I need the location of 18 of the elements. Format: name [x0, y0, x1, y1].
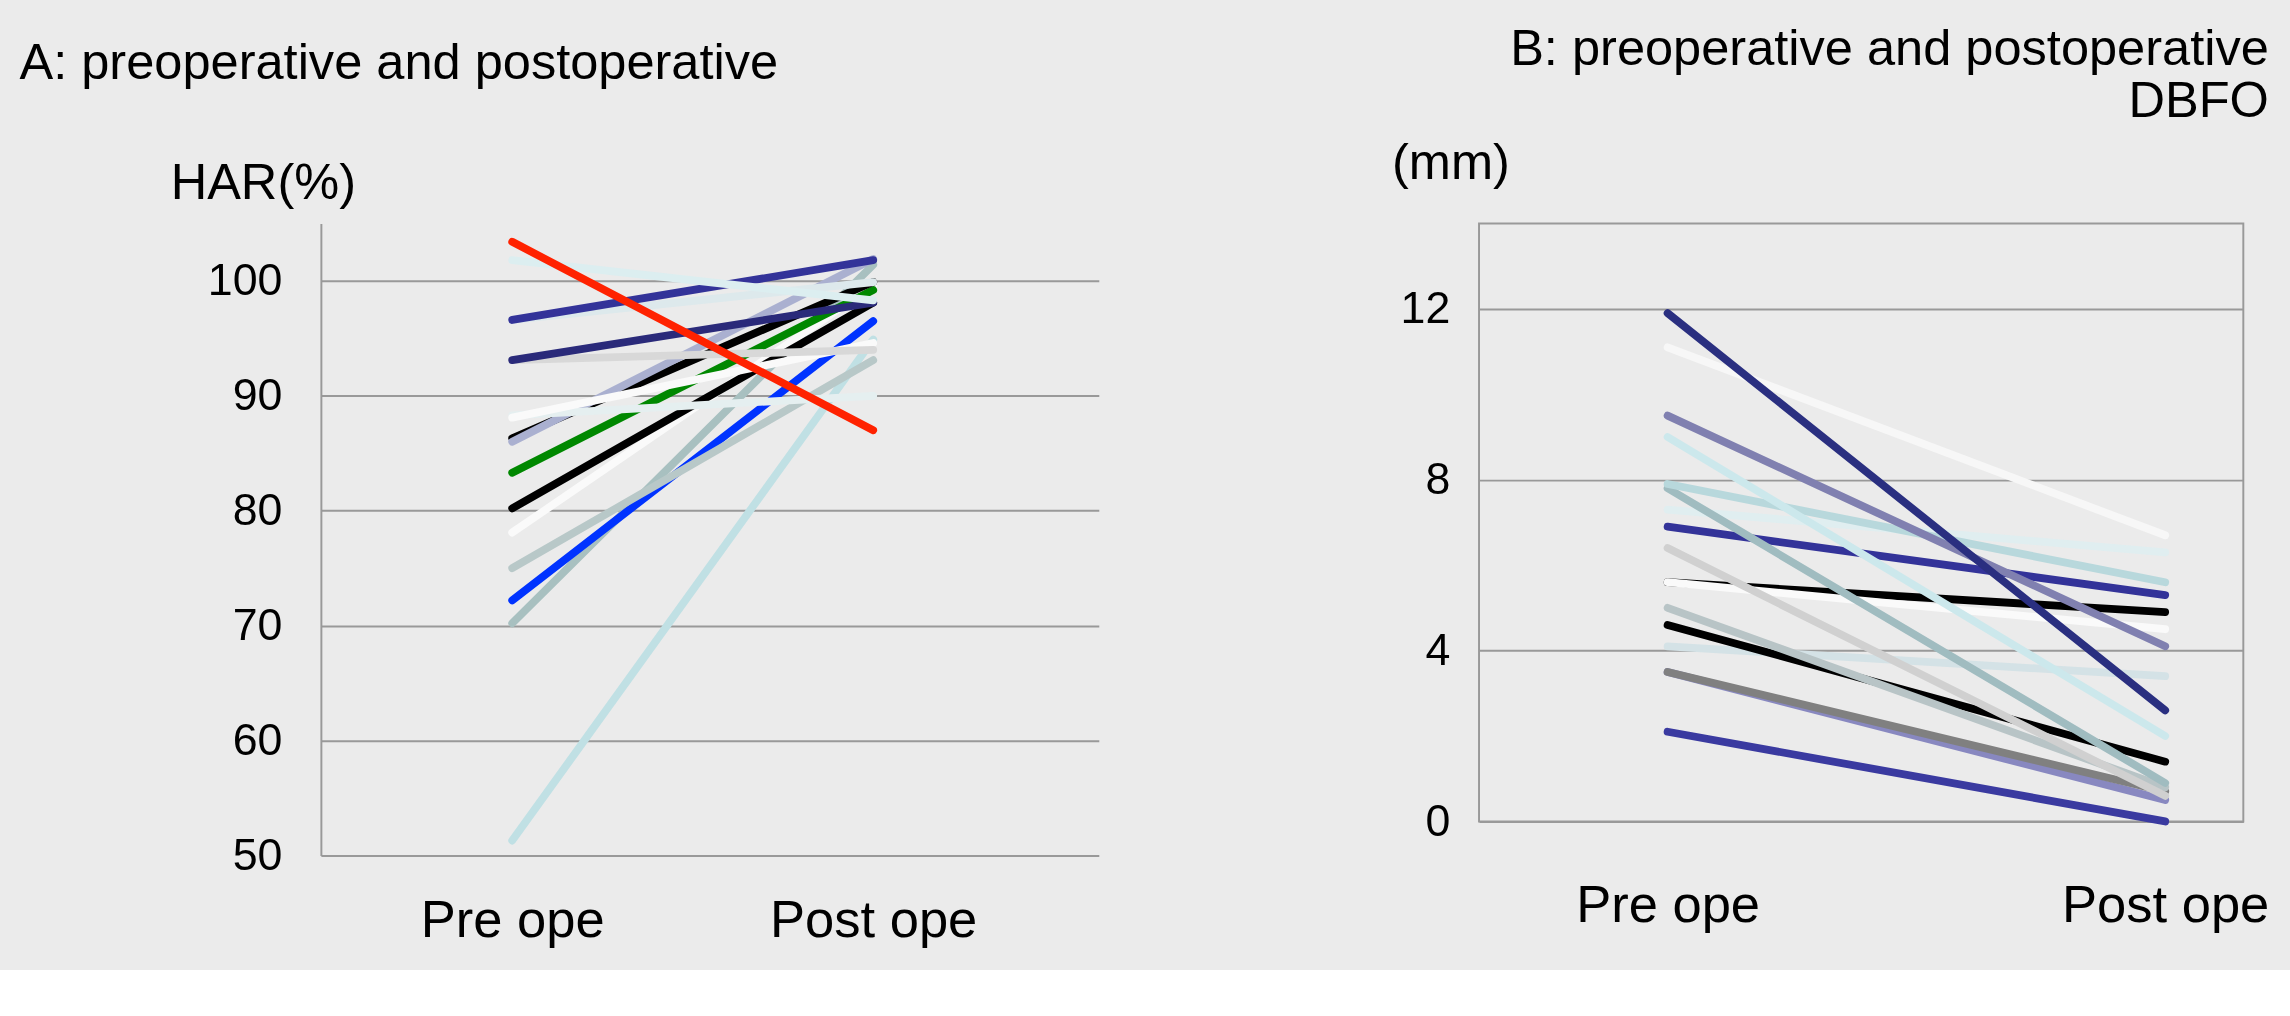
y-tick-label: 70	[232, 599, 283, 649]
chart-title: A: preoperative and postoperative	[19, 32, 779, 90]
x-tick-label: Pre ope	[1576, 874, 1761, 934]
y-tick-label: 8	[1425, 453, 1451, 503]
chart-title: B: preoperative and postoperative DBFO	[1510, 18, 2269, 129]
y-tick-label: 60	[232, 714, 283, 764]
y-tick-label: 4	[1425, 624, 1451, 674]
y-tick-label: 90	[232, 369, 283, 419]
x-tick-label: Pre ope	[420, 888, 605, 948]
y-tick-label: 0	[1425, 795, 1451, 845]
y-tick-label: 12	[1400, 282, 1451, 332]
y-tick-label: 80	[232, 484, 283, 534]
y-tick-label: 100	[207, 254, 283, 304]
x-tick-label: Post ope	[770, 888, 978, 948]
y-axis-title: (mm)	[1391, 133, 1510, 191]
y-axis-title: HAR(%)	[170, 152, 356, 210]
y-tick-label: 50	[232, 829, 283, 879]
x-tick-label: Post ope	[2062, 874, 2270, 934]
